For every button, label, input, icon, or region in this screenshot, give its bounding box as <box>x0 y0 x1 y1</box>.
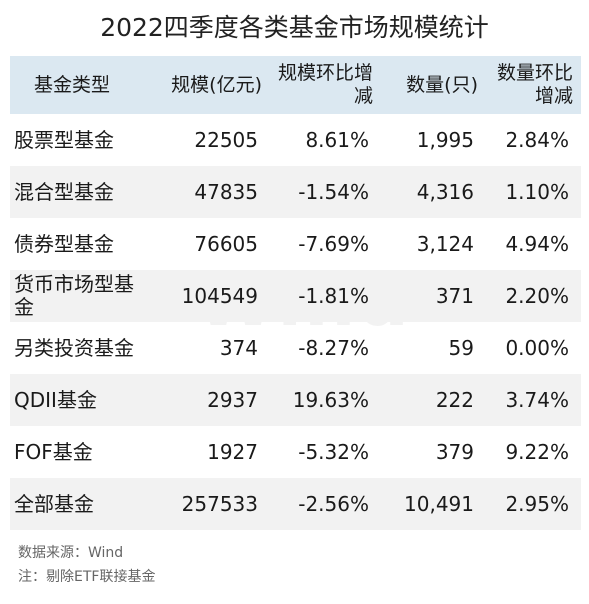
table-cell: 4.94% <box>505 232 569 256</box>
table-cell: -2.56% <box>298 492 369 516</box>
table-cell: 8.61% <box>305 128 369 152</box>
table-cell: 10,491 <box>404 492 474 516</box>
table-cell: -7.69% <box>298 232 369 256</box>
table-cell: 374 <box>219 336 258 360</box>
table-cell: FOF基金 <box>14 439 93 464</box>
table-cell: QDII基金 <box>14 387 97 412</box>
table-cell: -1.54% <box>298 180 369 204</box>
source-note: 数据来源：Wind <box>18 545 124 561</box>
column-header: 数量(只) <box>406 73 478 96</box>
table-row: QDII基金 2937 19.63% 222 3.74% <box>10 374 581 426</box>
table-cell: 1,995 <box>416 128 474 152</box>
table-cell: 76605 <box>194 232 258 256</box>
table-cell: 379 <box>435 440 474 464</box>
table-cell: 1927 <box>207 440 258 464</box>
table-cell: 2.20% <box>505 284 569 308</box>
table-cell: 4,316 <box>416 180 474 204</box>
table-row: 货币市场型基金 104549 -1.81% 371 2.20% <box>10 270 581 322</box>
table-header-row: 基金类型 规模(亿元) 规模环比增减 数量(只) 数量环比增减 <box>10 56 581 114</box>
table-cell: -1.81% <box>298 284 369 308</box>
table-row: 另类投资基金 374 -8.27% 59 0.00% <box>10 322 581 374</box>
fund-table: 基金类型 规模(亿元) 规模环比增减 数量(只) 数量环比增减 股票型基金 22… <box>10 56 581 530</box>
table-row: 混合型基金 47835 -1.54% 4,316 1.10% <box>10 166 581 218</box>
table-cell: 3.74% <box>505 388 569 412</box>
table-cell: -5.32% <box>298 440 369 464</box>
table-cell: 全部基金 <box>14 491 94 516</box>
column-header: 数量环比增减 <box>496 62 573 107</box>
table-cell: -8.27% <box>298 336 369 360</box>
table-cell: 3,124 <box>416 232 474 256</box>
table-cell: 2.84% <box>505 128 569 152</box>
table-cell: 257533 <box>181 492 258 516</box>
table-cell: 59 <box>448 336 474 360</box>
table-cell: 股票型基金 <box>14 127 114 152</box>
table-row: FOF基金 1927 -5.32% 379 9.22% <box>10 426 581 478</box>
page-title: 2022四季度各类基金市场规模统计 <box>100 13 489 42</box>
table-cell: 2937 <box>207 388 258 412</box>
table-cell: 混合型基金 <box>14 179 114 204</box>
table-cell: 222 <box>435 388 474 412</box>
table-cell: 104549 <box>181 284 258 308</box>
table-cell: 9.22% <box>505 440 569 464</box>
table-cell: 19.63% <box>292 388 369 412</box>
column-header: 基金类型 <box>33 73 110 96</box>
table-cell: 47835 <box>194 180 258 204</box>
table-cell: 0.00% <box>505 336 569 360</box>
table-cell: 1.10% <box>505 180 569 204</box>
table-row: 债券型基金 76605 -7.69% 3,124 4.94% <box>10 218 581 270</box>
footnote: 注：剔除ETF联接基金 <box>18 569 156 585</box>
table-row: 全部基金 257533 -2.56% 10,491 2.95% <box>10 478 581 530</box>
table-row: 股票型基金 22505 8.61% 1,995 2.84% <box>10 114 581 166</box>
table-cell: 债券型基金 <box>14 231 114 256</box>
table-cell: 2.95% <box>505 492 569 516</box>
column-header: 规模环比增减 <box>277 62 373 107</box>
table-cell: 371 <box>435 284 474 308</box>
table-cell: 货币市场型基金 <box>14 272 134 319</box>
table-cell: 另类投资基金 <box>14 335 134 360</box>
table-cell: 22505 <box>194 128 258 152</box>
column-header: 规模(亿元) <box>171 73 262 96</box>
